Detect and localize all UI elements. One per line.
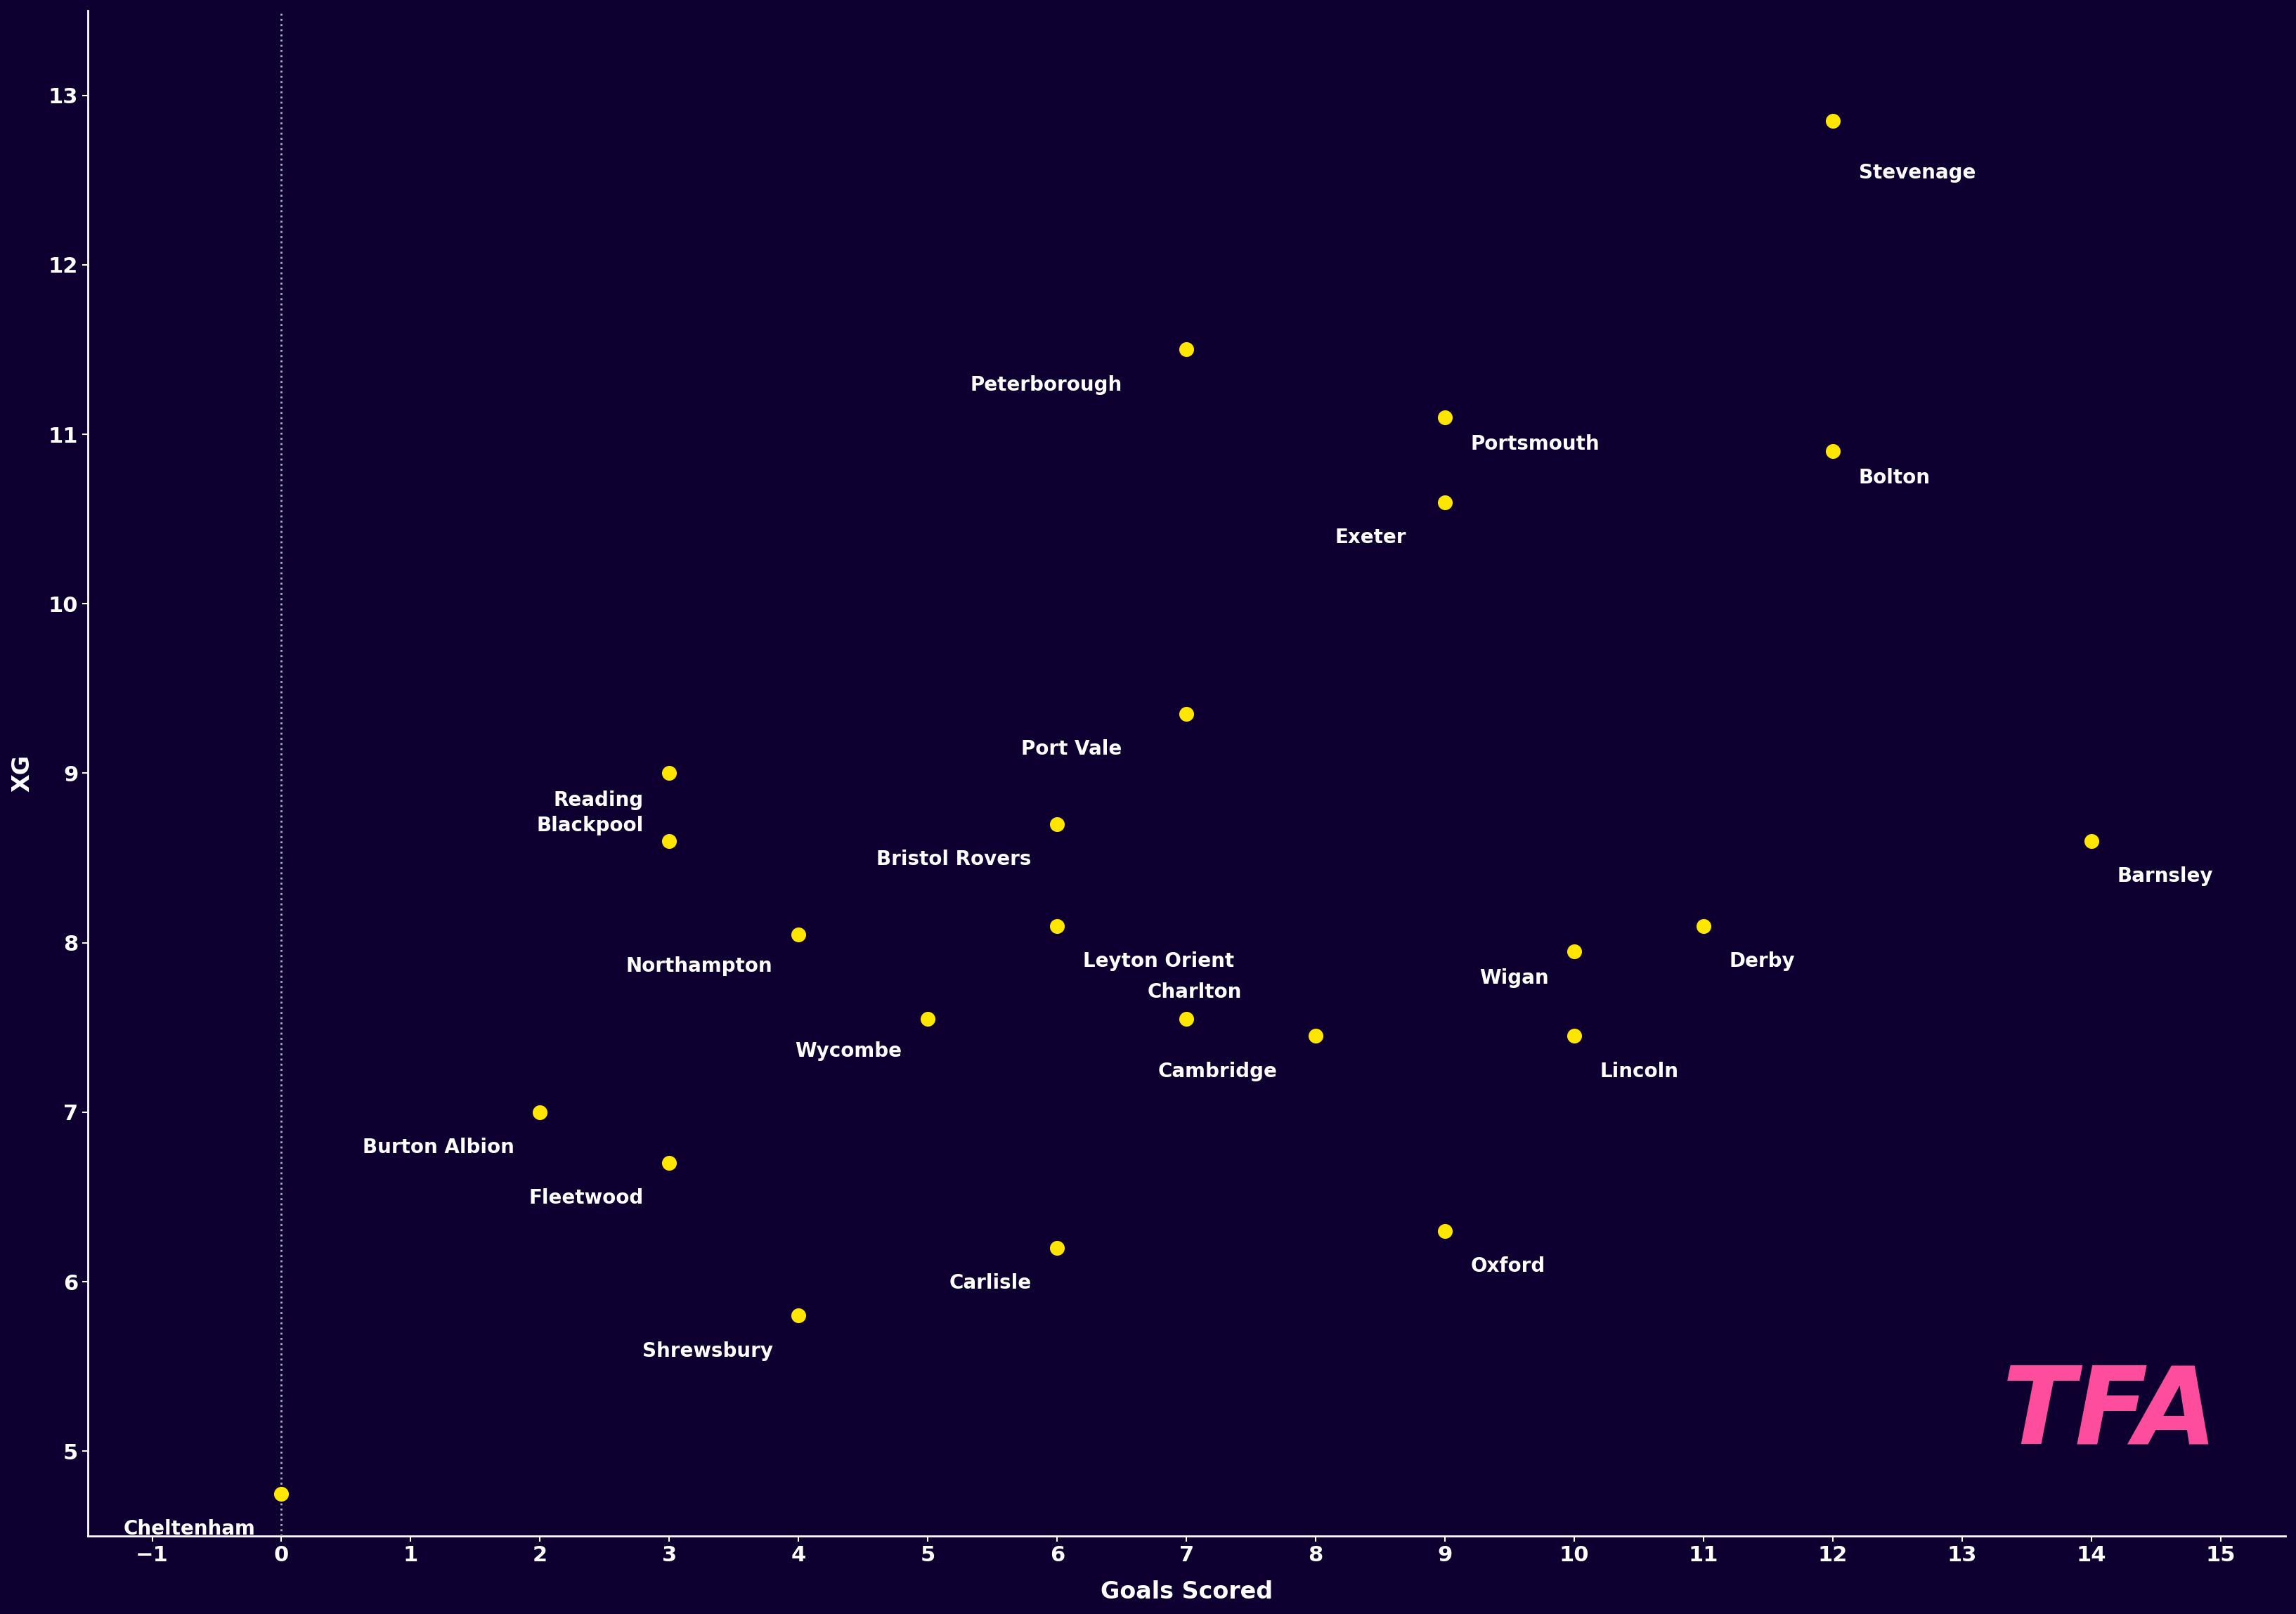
Point <box>781 922 817 947</box>
Point <box>1814 108 1851 134</box>
Point <box>1426 489 1463 515</box>
Text: Shrewsbury: Shrewsbury <box>643 1341 774 1361</box>
Y-axis label: XG: XG <box>11 755 34 792</box>
Text: Wycombe: Wycombe <box>794 1041 902 1060</box>
Point <box>1038 914 1075 939</box>
Text: Port Vale: Port Vale <box>1022 739 1123 759</box>
Point <box>1297 1023 1334 1049</box>
Text: Blackpool: Blackpool <box>537 815 643 836</box>
Text: Northampton: Northampton <box>627 957 774 976</box>
Point <box>1426 1219 1463 1244</box>
Point <box>1557 938 1593 964</box>
Text: Leyton Orient: Leyton Orient <box>1084 951 1235 972</box>
Text: Bolton: Bolton <box>1860 468 1931 487</box>
Point <box>652 828 689 854</box>
Text: Bristol Rovers: Bristol Rovers <box>877 849 1031 870</box>
Text: Oxford: Oxford <box>1472 1256 1545 1277</box>
Text: Wigan: Wigan <box>1479 968 1548 988</box>
Point <box>1685 914 1722 939</box>
Point <box>781 1302 817 1328</box>
Point <box>1557 1023 1593 1049</box>
Text: Cheltenham: Cheltenham <box>124 1519 255 1538</box>
Text: Burton Albion: Burton Albion <box>363 1138 514 1157</box>
Text: Fleetwood: Fleetwood <box>528 1188 643 1209</box>
Point <box>1169 1006 1205 1031</box>
Point <box>1814 439 1851 465</box>
Point <box>521 1099 558 1125</box>
Text: Exeter: Exeter <box>1334 528 1405 547</box>
Point <box>1426 405 1463 431</box>
X-axis label: Goals Scored: Goals Scored <box>1100 1580 1272 1603</box>
Text: Portsmouth: Portsmouth <box>1472 434 1600 454</box>
Text: Reading: Reading <box>553 791 643 810</box>
Point <box>652 1151 689 1177</box>
Text: Derby: Derby <box>1729 951 1795 972</box>
Point <box>1038 812 1075 838</box>
Text: Stevenage: Stevenage <box>1860 163 1977 182</box>
Text: Charlton: Charlton <box>1148 983 1242 1002</box>
Point <box>2073 828 2110 854</box>
Text: Cambridge: Cambridge <box>1157 1062 1277 1081</box>
Text: TFA: TFA <box>2002 1362 2218 1466</box>
Point <box>1038 1235 1075 1261</box>
Text: Carlisle: Carlisle <box>948 1273 1031 1293</box>
Point <box>1169 337 1205 363</box>
Point <box>652 760 689 786</box>
Text: Peterborough: Peterborough <box>969 374 1123 395</box>
Text: Barnsley: Barnsley <box>2117 867 2213 886</box>
Point <box>264 1480 301 1506</box>
Text: Lincoln: Lincoln <box>1600 1062 1678 1081</box>
Point <box>909 1006 946 1031</box>
Point <box>1169 700 1205 726</box>
